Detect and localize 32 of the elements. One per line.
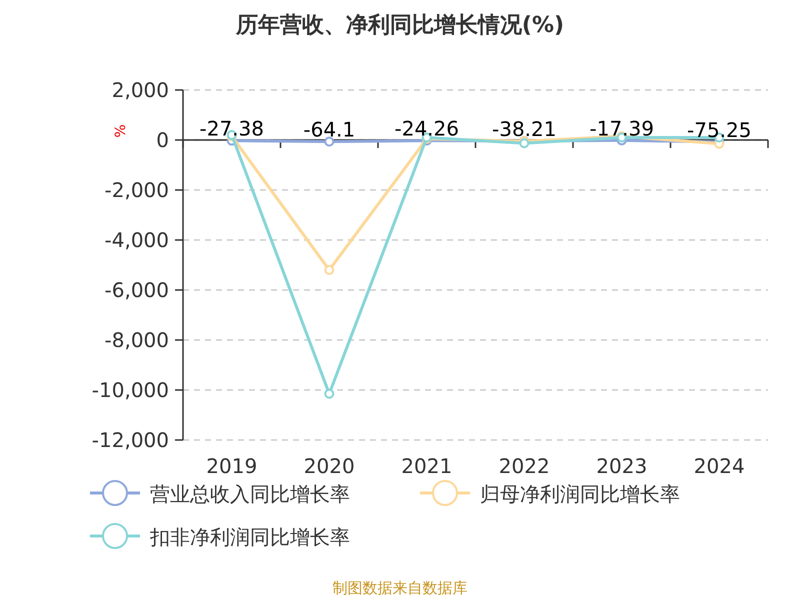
y-tick-label: 0 — [156, 128, 169, 152]
x-tick-label: 2019 — [206, 454, 258, 478]
y-axis-title: % — [113, 124, 129, 138]
legend-item: 归母净利润同比增长率 — [420, 480, 680, 506]
point — [324, 136, 334, 147]
data-label: -64.1 — [303, 118, 356, 142]
legend-item: 扣非净利润同比增长率 — [90, 523, 350, 549]
x-tick-label: 2024 — [694, 454, 745, 478]
legend-label: 归母净利润同比增长率 — [480, 482, 680, 506]
y-tick-label: -4,000 — [104, 228, 169, 252]
data-label: -17.39 — [590, 116, 654, 140]
y-tick-label: 2,000 — [112, 78, 169, 102]
legend-item: 营业总收入同比增长率 — [90, 480, 350, 506]
y-tick-label: -10,000 — [92, 378, 169, 402]
x-tick-label: 2023 — [596, 454, 648, 478]
x-tick-label: 2022 — [498, 454, 550, 478]
y-tick-label: -2,000 — [104, 178, 169, 202]
data-label: -27.38 — [200, 116, 264, 141]
point — [324, 265, 334, 275]
data-label: -38.21 — [492, 116, 556, 141]
y-tick-label: -8,000 — [104, 328, 169, 352]
legend-label: 营业总收入同比增长率 — [150, 482, 350, 506]
x-tick-label: 2021 — [401, 454, 452, 478]
data-label: -24.26 — [394, 116, 459, 141]
text: 制图数据来自数据库 — [332, 579, 468, 597]
y-tick-label: -6,000 — [104, 278, 169, 302]
y-tick-label: -12,000 — [92, 428, 169, 452]
x-tick-label: 2020 — [304, 454, 355, 478]
data-label: -75.25 — [687, 118, 752, 142]
point — [324, 388, 334, 399]
chart-title: 历年营收、净利同比增长情况(%) — [234, 13, 564, 38]
legend-label: 扣非净利润同比增长率 — [149, 525, 350, 549]
